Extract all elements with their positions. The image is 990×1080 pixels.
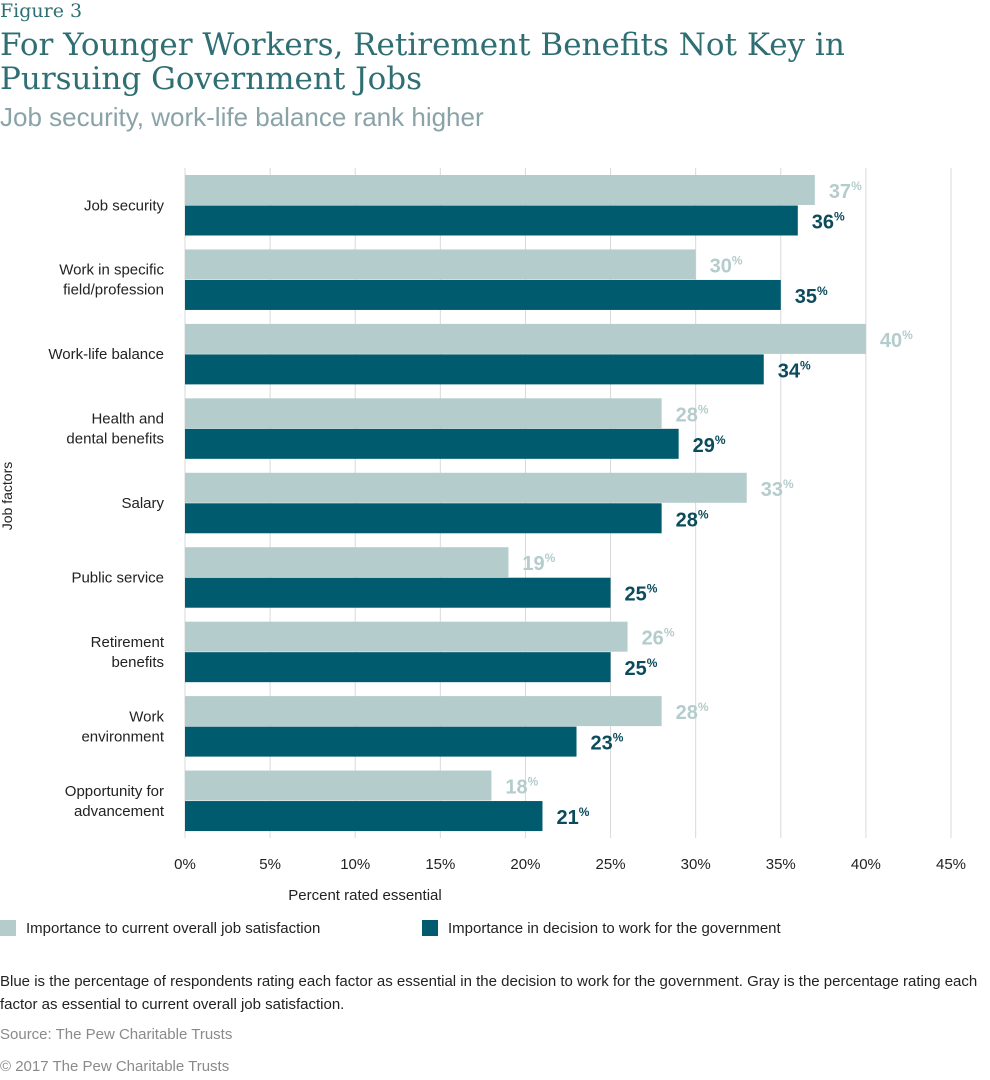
x-tick-label: 25% [596, 856, 626, 873]
bar-satisfaction [185, 696, 662, 727]
x-tick-label: 45% [936, 856, 966, 873]
value-label-government: 34% [778, 358, 811, 382]
x-tick-label: 30% [681, 856, 711, 873]
bar-government [185, 801, 543, 832]
category-label: Public service [71, 569, 164, 586]
x-tick-label: 10% [340, 856, 370, 873]
value-label-satisfaction: 40% [880, 328, 913, 352]
bar-government [185, 503, 662, 534]
chart-title: For Younger Workers, Retirement Benefits… [0, 27, 845, 97]
value-label-satisfaction: 30% [710, 253, 743, 277]
bar-satisfaction [185, 770, 492, 801]
bar-government [185, 726, 577, 757]
bar-government [185, 205, 798, 236]
bar-satisfaction [185, 472, 747, 503]
chart-note: Blue is the percentage of respondents ra… [0, 973, 978, 1013]
value-label-government: 35% [795, 284, 828, 308]
category-label: Job security [84, 197, 165, 214]
figure-label: Figure 3 [0, 0, 83, 22]
legend-item-government: Importance in decision to work for the g… [422, 920, 781, 937]
value-label-satisfaction: 37% [829, 179, 862, 203]
bar-chart: 0% 5% 10% 15% 20% 25% 30% 35% 40% 45% Percent rate… [0, 168, 966, 904]
x-tick-label: 20% [510, 856, 540, 873]
value-label-government: 36% [812, 210, 845, 234]
legend-label-government: Importance in decision to work for the g… [448, 920, 781, 937]
category-label: Work environment [81, 708, 164, 745]
x-tick-label: 0% [174, 856, 196, 873]
category-label: Retirement benefits [91, 634, 165, 671]
source-line: Source: The Pew Charitable Trusts [0, 1026, 233, 1043]
value-label-government: 25% [625, 582, 658, 606]
value-label-government: 23% [591, 731, 624, 755]
value-label-government: 21% [556, 805, 589, 829]
bar-government [185, 354, 764, 385]
bar-government [185, 279, 781, 310]
legend-item-satisfaction: Importance to current overall job satisf… [0, 920, 320, 937]
value-label-satisfaction: 18% [505, 775, 538, 799]
category-label: Opportunity for advancement [65, 783, 165, 820]
bar-satisfaction [185, 175, 815, 205]
x-tick-label: 35% [766, 856, 796, 873]
category-label: Work in specific field/profession [59, 262, 164, 299]
value-label-government: 29% [693, 433, 726, 457]
x-tick-label: 15% [425, 856, 455, 873]
bar-government [185, 577, 611, 608]
chart-subtitle: Job security, work-life balance rank hig… [0, 102, 484, 132]
x-axis-title: Percent rated essential [288, 887, 441, 904]
bar-satisfaction [185, 621, 628, 652]
x-tick-label: 40% [851, 856, 881, 873]
value-label-satisfaction: 33% [761, 477, 794, 501]
value-label-government: 28% [676, 507, 709, 531]
category-label: Salary [121, 495, 164, 512]
legend-swatch-blue [422, 920, 438, 936]
value-label-satisfaction: 28% [676, 402, 709, 426]
y-axis-title: Job factors [0, 462, 15, 530]
value-label-satisfaction: 26% [642, 626, 675, 650]
legend-label-satisfaction: Importance to current overall job satisf… [26, 920, 321, 937]
legend-swatch-gray [0, 920, 16, 936]
copyright-line: © 2017 The Pew Charitable Trusts [0, 1058, 230, 1075]
value-label-satisfaction: 19% [522, 551, 555, 575]
bar-satisfaction [185, 323, 866, 354]
bar-satisfaction [185, 398, 662, 429]
category-label: Health and dental benefits [66, 411, 164, 448]
value-label-satisfaction: 28% [676, 700, 709, 724]
bar-government [185, 428, 679, 459]
value-label-government: 25% [625, 656, 658, 680]
x-tick-label: 5% [259, 856, 281, 873]
category-label: Work-life balance [48, 346, 164, 363]
bar-satisfaction [185, 547, 509, 578]
bar-satisfaction [185, 249, 696, 280]
bar-government [185, 652, 611, 683]
